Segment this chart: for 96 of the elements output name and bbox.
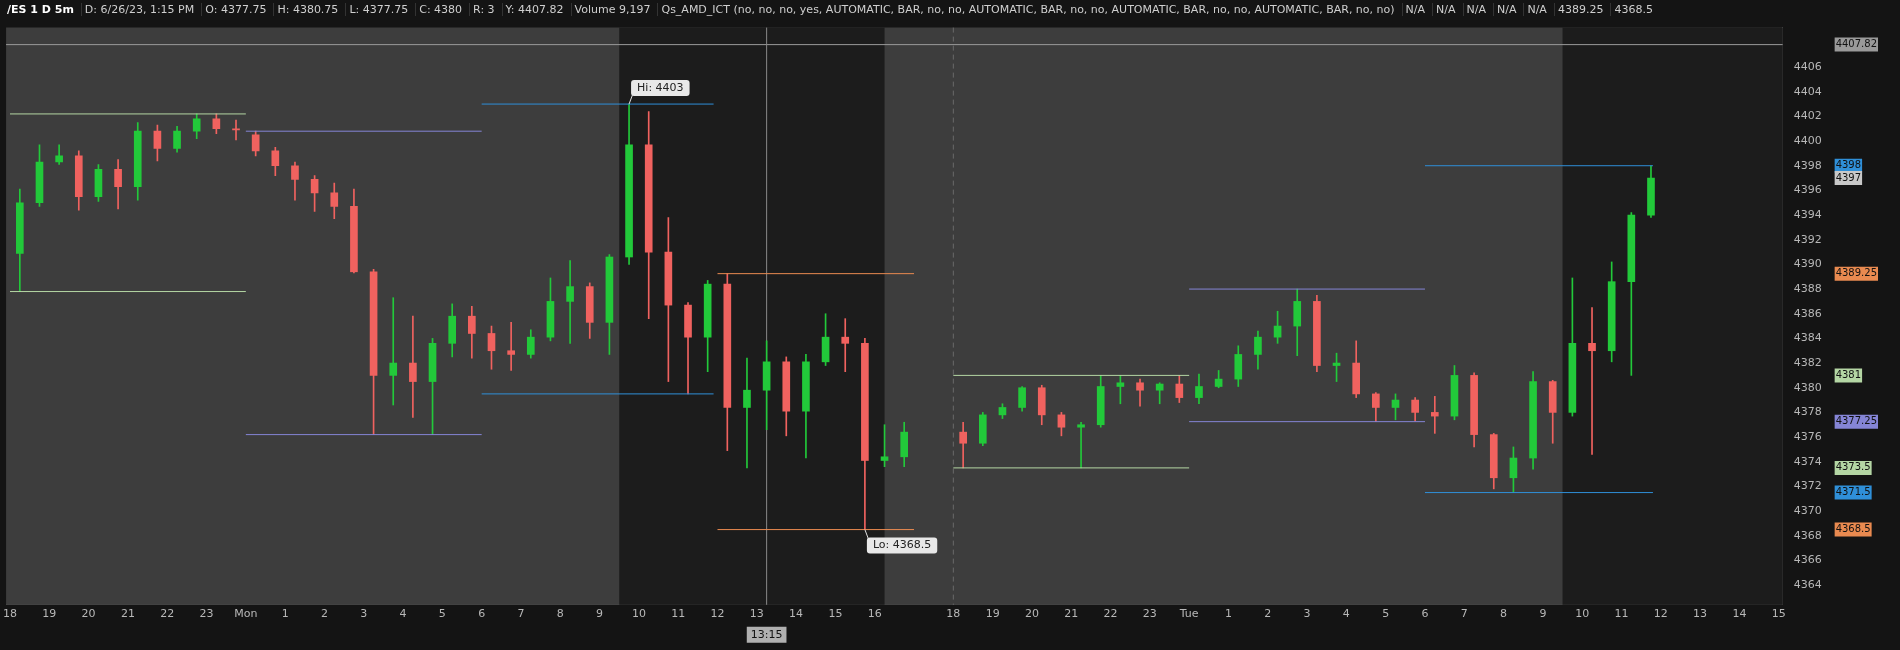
x-tick-label: 11 xyxy=(671,607,686,621)
x-tick-label: 12 xyxy=(710,607,725,621)
text: 4389.25 xyxy=(1553,2,1607,16)
x-tick-label: 20 xyxy=(81,607,96,621)
y-tick-label: 4406 xyxy=(1793,59,1822,73)
x-tick-label: 8 xyxy=(1500,607,1508,621)
x-tick-label: 14 xyxy=(1732,607,1747,621)
x-tick-label: 15 xyxy=(828,607,843,621)
x-tick-label: 7 xyxy=(517,607,525,621)
y-tick-label: 4394 xyxy=(1793,207,1822,221)
y-tick-label: 4378 xyxy=(1793,405,1822,419)
y-tick-label: 4404 xyxy=(1793,84,1822,98)
x-tick-label: 9 xyxy=(596,607,604,621)
x-tick-label: 11 xyxy=(1614,607,1629,621)
text: L: 4377.75 xyxy=(345,2,412,16)
x-tick-label: Mon xyxy=(234,607,258,621)
x-tick-label: 5 xyxy=(438,607,446,621)
x-tick-label: 6 xyxy=(478,607,486,621)
y-tick-label: 4376 xyxy=(1793,429,1822,443)
x-tick-label: 19 xyxy=(42,607,57,621)
x-tick-label: 18 xyxy=(946,607,961,621)
x-tick-label: 22 xyxy=(1103,607,1118,621)
y2-tick-label: 4368.5 xyxy=(1835,523,1871,535)
x-tick-label: 8 xyxy=(556,607,564,621)
x-tick-label: 4 xyxy=(1342,607,1350,621)
y-tick-label: 4388 xyxy=(1793,281,1822,295)
y2-tick-label: 4371.5 xyxy=(1835,486,1871,498)
text: D: 6/26/23, 1:15 PM xyxy=(80,2,198,16)
x-tick-label: 5 xyxy=(1382,607,1390,621)
y-tick-label: 4366 xyxy=(1793,553,1822,567)
y2-tick-label: 4397 xyxy=(1835,171,1862,183)
x-tick-label: 10 xyxy=(631,607,646,621)
x-tick-label: 1 xyxy=(1224,607,1232,621)
y-tick-label: 4372 xyxy=(1793,479,1822,493)
x-tick-label: 21 xyxy=(1064,607,1079,621)
y-tick-label: 4368 xyxy=(1793,528,1822,542)
x-tick-label: 23 xyxy=(199,607,214,621)
x-tick-label: 13 xyxy=(1693,607,1708,621)
y-tick-label: 4398 xyxy=(1793,158,1822,172)
chart-title: /ES 1 D 5m xyxy=(6,2,75,16)
y-tick-label: 4396 xyxy=(1793,183,1822,197)
text: H: 4380.75 xyxy=(273,2,342,16)
x-tick-label: 2 xyxy=(320,607,328,621)
ref-line-label: 13:15 xyxy=(750,627,783,641)
text: Volume 9,197 xyxy=(570,2,654,16)
x-tick-label: 21 xyxy=(120,607,135,621)
y-tick-label: 4402 xyxy=(1793,109,1822,123)
y2-tick-label: 4398 xyxy=(1835,159,1862,171)
x-tick-label: 23 xyxy=(1142,607,1157,621)
y-tick-label: 4386 xyxy=(1793,306,1822,320)
y-tick-label: 4364 xyxy=(1793,577,1822,591)
y-tick-label: 4382 xyxy=(1793,355,1822,369)
x-tick-label: 18 xyxy=(3,607,18,621)
x-tick-label: 1 xyxy=(281,607,289,621)
x-tick-label: 16 xyxy=(867,607,882,621)
text: R: 3 xyxy=(469,2,498,16)
annotation: Hi: 4403 xyxy=(637,80,684,94)
x-tick-label: 14 xyxy=(789,607,804,621)
y2-tick-label: 4373.5 xyxy=(1835,461,1871,473)
text: O: 4377.75 xyxy=(201,2,270,16)
x-tick-label: 19 xyxy=(985,607,1000,621)
y2-tick-label: 4377.25 xyxy=(1835,415,1878,427)
text: 4368.5 xyxy=(1610,2,1656,16)
x-tick-label: 3 xyxy=(1303,607,1311,621)
text: N/A xyxy=(1462,2,1489,16)
x-tick-label: Tue xyxy=(1178,607,1199,621)
text: N/A xyxy=(1523,2,1550,16)
y-tick-label: 4384 xyxy=(1793,331,1822,345)
y2-tick-label: 4389.25 xyxy=(1835,267,1878,279)
x-tick-label: 6 xyxy=(1421,607,1429,621)
y-tick-label: 4380 xyxy=(1793,380,1822,394)
text: C: 4380 xyxy=(415,2,466,16)
x-tick-label: 13 xyxy=(749,607,764,621)
x-tick-label: 22 xyxy=(160,607,175,621)
text: N/A xyxy=(1401,2,1429,16)
annotation: Lo: 4368.5 xyxy=(872,538,932,552)
x-tick-label: 4 xyxy=(399,607,407,621)
text: N/A xyxy=(1492,2,1520,16)
text: N/A xyxy=(1432,2,1459,16)
text: Qs_AMD_ICT (no, no, no, yes, AUTOMATIC, BAR, no, no, AUTOMATIC, BAR, no, no, AUTOMATIC, BAR, no, no, AUTOMATIC, BAR, no, no) xyxy=(657,2,1398,16)
x-tick-label: 9 xyxy=(1539,607,1547,621)
x-tick-label: 3 xyxy=(360,607,368,621)
y-tick-label: 4370 xyxy=(1793,503,1822,517)
y-tick-label: 4390 xyxy=(1793,257,1822,271)
y-tick-label: 4400 xyxy=(1793,133,1822,147)
y-tick-label: 4392 xyxy=(1793,232,1822,246)
text: Y: 4407.82 xyxy=(501,2,567,16)
x-tick-label: 15 xyxy=(1771,607,1786,621)
x-tick-label: 12 xyxy=(1653,607,1668,621)
y2-tick-label: 4381 xyxy=(1835,368,1862,380)
x-tick-label: 10 xyxy=(1575,607,1590,621)
y2-tick-label: 4407.82 xyxy=(1835,38,1878,50)
x-tick-label: 7 xyxy=(1460,607,1468,621)
x-tick-label: 20 xyxy=(1024,607,1039,621)
y-tick-label: 4374 xyxy=(1793,454,1822,468)
x-tick-label: 2 xyxy=(1264,607,1272,621)
